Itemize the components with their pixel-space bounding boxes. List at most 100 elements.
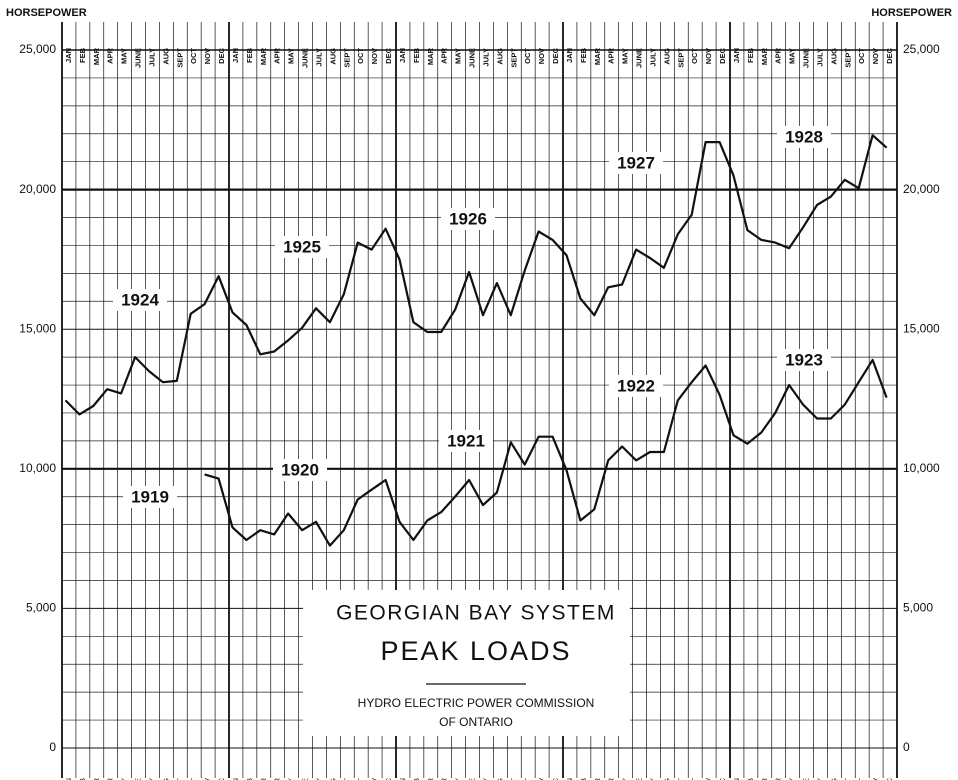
y2-axis-label: HORSEPOWER — [871, 7, 952, 19]
x-tick-label: JAN — [565, 48, 574, 63]
y-tick-label: 25,000 — [19, 42, 56, 56]
annotation: 1924 — [121, 290, 159, 309]
x-tick-label: AUG — [495, 778, 504, 780]
x-tick-label: DEC — [885, 47, 894, 63]
annotation: 1919 — [131, 487, 169, 506]
x-tick-label: JULY — [147, 778, 156, 780]
x-tick-label: SEPT — [509, 778, 518, 780]
x-tick-label: NOV — [871, 778, 880, 780]
y-tick-label: 10,000 — [19, 461, 56, 475]
x-tick-label: MAR — [92, 47, 101, 65]
y-tick-label: 5,000 — [26, 601, 56, 615]
chart-subtitle: PEAK LOADS — [380, 636, 571, 666]
x-tick-label: JUNE — [635, 48, 644, 68]
x-tick-label: MAY — [454, 48, 463, 64]
x-tick-label: MAR — [593, 777, 602, 780]
x-tick-label: JUNE — [134, 48, 143, 68]
annotation: 1927 — [617, 153, 655, 172]
x-tick-label: MAY — [287, 778, 296, 780]
x-tick-label: OCT — [857, 48, 866, 64]
x-tick-label: MAY — [120, 778, 129, 780]
x-tick-label: FEB — [746, 47, 755, 63]
x-tick-label: JAN — [398, 778, 407, 780]
x-tick-label: JAN — [231, 48, 240, 63]
x-tick-label: NOV — [370, 778, 379, 780]
x-tick-label: MAR — [426, 47, 435, 65]
data-line — [204, 358, 888, 547]
x-tick-label: JULY — [815, 48, 824, 66]
y2-tick-label: 5,000 — [903, 601, 933, 615]
x-tick-label: NOV — [203, 778, 212, 780]
x-tick-label: JUNE — [134, 778, 143, 780]
x-tick-label: APR — [273, 47, 282, 63]
x-tick-label: JUNE — [468, 48, 477, 68]
y2-tick-label: 25,000 — [903, 42, 940, 56]
x-tick-label: DEC — [384, 777, 393, 780]
x-tick-label: MAR — [259, 777, 268, 780]
x-tick-label: NOV — [370, 48, 379, 64]
x-tick-label: MAY — [621, 48, 630, 64]
x-tick-label: DEC — [718, 777, 727, 780]
x-tick-label: SEPT — [175, 48, 184, 68]
x-tick-label: SEPT — [342, 778, 351, 780]
x-tick-label: JULY — [314, 778, 323, 780]
y-tick-label: 0 — [49, 740, 56, 754]
x-tick-label: AUG — [328, 48, 337, 65]
x-tick-label: JAN — [64, 778, 73, 780]
y2-tick-label: 0 — [903, 740, 910, 754]
x-tick-label: JAN — [732, 48, 741, 63]
x-tick-label: JUNE — [301, 778, 310, 780]
x-tick-label: APR — [607, 777, 616, 780]
x-tick-label: MAY — [788, 48, 797, 64]
x-tick-label: MAY — [621, 778, 630, 780]
annotation: 1926 — [449, 209, 487, 228]
annotation-bg — [275, 236, 329, 258]
x-tick-label: APR — [774, 47, 783, 63]
x-tick-label: APR — [106, 777, 115, 780]
x-tick-label: JULY — [481, 778, 490, 780]
x-tick-label: JUNE — [802, 778, 811, 780]
x-tick-label: MAR — [760, 47, 769, 65]
annotation: 1922 — [617, 376, 655, 395]
x-tick-label: FEB — [245, 47, 254, 63]
x-tick-label: MAR — [92, 777, 101, 780]
x-tick-label: NOV — [203, 48, 212, 64]
x-tick-label: JULY — [147, 48, 156, 66]
x-tick-label: APR — [607, 47, 616, 63]
x-tick-label: APR — [440, 777, 449, 780]
x-tick-label: FEB — [78, 778, 87, 780]
x-tick-label: JAN — [64, 48, 73, 63]
x-tick-label: JUNE — [301, 48, 310, 68]
x-tick-label: AUG — [328, 778, 337, 780]
y2-tick-label: 15,000 — [903, 321, 940, 335]
x-tick-label: JAN — [398, 48, 407, 63]
x-tick-label: MAY — [454, 778, 463, 780]
x-tick-label: SEPT — [509, 48, 518, 68]
x-tick-label: FEB — [245, 778, 254, 780]
x-tick-label: AUG — [161, 778, 170, 780]
x-tick-label: OCT — [189, 48, 198, 64]
y2-tick-label: 10,000 — [903, 461, 940, 475]
x-tick-label: APR — [273, 777, 282, 780]
x-tick-label: JUNE — [635, 778, 644, 780]
x-tick-label: MAY — [120, 48, 129, 64]
x-tick-label: DEC — [384, 47, 393, 63]
x-tick-label: AUG — [662, 778, 671, 780]
x-tick-label: OCT — [523, 48, 532, 64]
x-tick-label: OCT — [690, 48, 699, 64]
x-tick-label: MAY — [788, 778, 797, 780]
x-tick-label: NOV — [704, 48, 713, 64]
annotation-bg — [777, 349, 831, 371]
x-tick-label: FEB — [579, 778, 588, 780]
x-tick-label: OCT — [690, 778, 699, 780]
annotation-bg — [609, 152, 663, 174]
x-tick-label: DEC — [885, 777, 894, 780]
x-tick-label: MAY — [287, 48, 296, 64]
annotation: 1920 — [281, 460, 319, 479]
x-tick-label: NOV — [871, 48, 880, 64]
x-tick-label: MAR — [760, 777, 769, 780]
x-tick-label: APR — [106, 47, 115, 63]
x-tick-label: JAN — [732, 778, 741, 780]
x-tick-label: JULY — [314, 48, 323, 66]
